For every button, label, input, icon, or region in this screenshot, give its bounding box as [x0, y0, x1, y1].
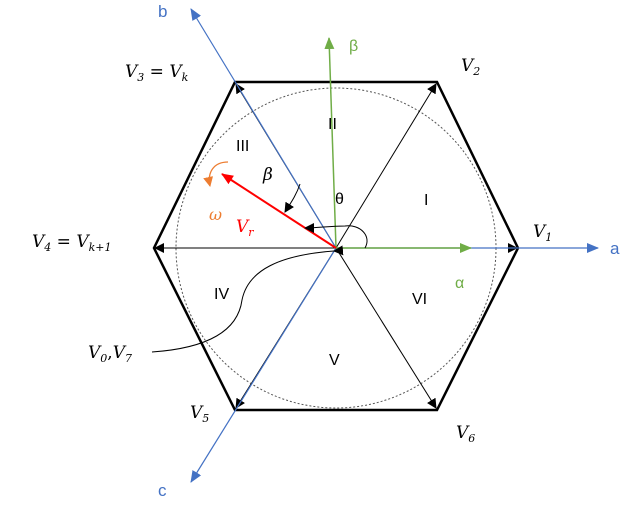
zero-vector-callout — [151, 245, 344, 353]
zero-vectors-label: V0,V7 — [88, 343, 132, 365]
sector-label-v: V — [329, 352, 340, 369]
axis-c-label: c — [158, 481, 167, 500]
axis-beta-label: β — [349, 38, 358, 55]
omega-rotation-arc — [203, 161, 229, 187]
vector-v6 — [335, 247, 437, 409]
omega-label: ω — [209, 205, 222, 224]
axis-alpha-label: α — [455, 275, 464, 292]
sector-label-ii: II — [328, 116, 337, 133]
v5-label: V5 — [190, 403, 209, 425]
reference-vector-vr — [221, 173, 337, 249]
v6-label: V6 — [456, 423, 475, 445]
v1-label: V1 — [533, 222, 552, 244]
sector-label-i: I — [424, 192, 428, 209]
theta-label: θ — [335, 191, 344, 208]
axis-c — [190, 247, 337, 483]
sector-label-iii: III — [236, 138, 249, 155]
v4-label: V4 = Vk+1 — [32, 232, 112, 254]
vector-v2 — [335, 83, 437, 249]
beta-angle-label: β — [262, 165, 273, 185]
v2-label: V2 — [461, 56, 480, 78]
axis-b — [190, 8, 337, 249]
v3-label: V3 = Vk — [125, 62, 189, 84]
beta-angle-arc — [284, 183, 301, 213]
axis-a-label: a — [610, 239, 620, 258]
vr-label: Vr — [236, 217, 254, 239]
axis-b-label: b — [158, 2, 167, 21]
axis-beta — [324, 37, 337, 249]
sector-label-vi: VI — [412, 291, 427, 308]
sector-label-iv: IV — [214, 286, 229, 303]
theta-angle-arc — [304, 222, 368, 249]
